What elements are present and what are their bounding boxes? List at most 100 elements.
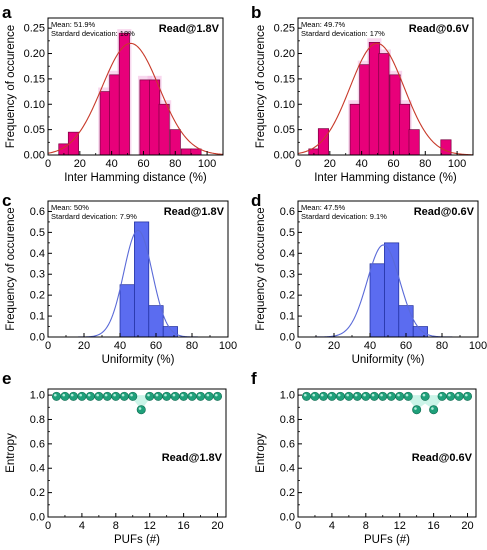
- data-point-shine: [198, 393, 201, 397]
- y-tick-label: 0.4: [30, 463, 45, 475]
- stats-text: Mean: 50%: [51, 203, 89, 212]
- stats-text: Mean: 47.5%: [301, 203, 346, 212]
- data-point: [386, 391, 396, 401]
- data-point: [344, 391, 354, 401]
- data-point: [60, 391, 70, 401]
- y-tick-label: 0.1: [280, 311, 295, 323]
- fit-curve: [48, 42, 223, 155]
- data-point-shine: [388, 393, 392, 397]
- histogram-bar: [412, 326, 428, 337]
- plot-area: [298, 242, 478, 337]
- y-axis-label: Frequency of occurence: [255, 207, 267, 330]
- data-point: [51, 391, 61, 401]
- x-tick-label: 60: [137, 158, 149, 170]
- panel-a: a Mean: 51.9%Stardard devication: 18% Read…: [2, 3, 224, 184]
- panel-letter: e: [2, 369, 11, 388]
- x-tick-label: 80: [419, 158, 431, 170]
- data-point: [170, 391, 180, 401]
- plot-area: [51, 391, 223, 415]
- data-point-shine: [439, 393, 443, 397]
- y-tick-label: 0.20: [274, 48, 295, 60]
- panel-c: c Mean: 50%Stardard devication: 7.9% Read@…: [2, 191, 237, 366]
- data-point-shine: [363, 393, 366, 397]
- axes-frame: [297, 388, 477, 518]
- panel-f: f Read@0.6V 0 4 8 12 16 20 0.0 0.2 0.4 0.6 0.8 1.0 PUF…: [251, 369, 477, 546]
- x-tick-label: 40: [114, 340, 126, 352]
- stats-text: Stardard devication: 9.1%: [301, 212, 387, 221]
- y-tick-label: 1.0: [280, 390, 295, 402]
- y-axis-label: Frequency of occurence: [5, 25, 17, 148]
- data-point-shine: [346, 393, 349, 397]
- y-tick-label: 0.2: [280, 487, 295, 499]
- data-point-shine: [147, 393, 150, 397]
- voltage-label: Read@1.8V: [162, 452, 223, 464]
- panel-letter: c: [2, 191, 11, 210]
- x-tick-label: 20: [74, 158, 86, 170]
- data-point: [463, 391, 473, 401]
- x-tick-label: 8: [363, 520, 369, 532]
- data-point-shine: [320, 393, 324, 397]
- x-tick-label: 12: [394, 520, 406, 532]
- data-point-shine: [405, 393, 409, 397]
- histogram-bar: [440, 139, 452, 155]
- data-point: [102, 391, 112, 401]
- histogram-bar: [398, 305, 414, 337]
- voltage-label: Read@0.6V: [414, 206, 475, 218]
- x-tick-label: 4: [329, 520, 335, 532]
- histogram-bar: [149, 79, 161, 155]
- panel-letter: f: [251, 369, 257, 388]
- y-axis-label: Frequency of occurence: [255, 25, 267, 148]
- x-tick-label: 20: [328, 340, 340, 352]
- x-tick-label: 20: [78, 340, 90, 352]
- y-tick-label: 0.2: [280, 290, 295, 302]
- stats-text: Mean: 51.9%: [51, 20, 96, 29]
- data-point-shine: [448, 393, 451, 397]
- data-point: [179, 391, 189, 401]
- y-tick-label: 0.0: [280, 332, 295, 344]
- y-tick-label: 1.0: [30, 390, 45, 402]
- histogram-bar: [180, 148, 192, 155]
- data-point-shine: [380, 393, 383, 397]
- panel-e: e Read@1.8V 0 4 8 12 16 20 0.0 0.2 0.4 0.6 0.8 1.0 PUF…: [2, 369, 227, 546]
- data-point: [318, 391, 328, 401]
- axes-frame: [47, 388, 227, 518]
- panel-b: b Mean: 49.7%Stardard devication: 17% Read…: [251, 3, 474, 184]
- y-tick-label: 0.6: [30, 438, 45, 450]
- y-tick-label: 0.6: [280, 206, 295, 218]
- y-tick-label: 0.6: [30, 206, 45, 218]
- voltage-label: Read@0.6V: [409, 23, 470, 35]
- data-point: [437, 391, 447, 401]
- y-tick-label: 0.3: [280, 269, 295, 281]
- x-tick-label: 16: [177, 520, 189, 532]
- data-point: [77, 391, 87, 401]
- y-axis-label: Frequency of occurence: [5, 207, 17, 330]
- data-point: [162, 391, 172, 401]
- stats-text: Mean: 49.7%: [301, 20, 346, 29]
- stats-text: Stardard devication: 18%: [51, 29, 135, 38]
- y-tick-label: 0.2: [30, 290, 45, 302]
- x-axis-label: Inter Hamming distance (%): [314, 172, 457, 184]
- y-tick-label: 0.15: [274, 73, 295, 85]
- data-point: [361, 391, 371, 401]
- x-tick-label: 60: [150, 340, 162, 352]
- data-point-shine: [62, 393, 66, 397]
- data-point: [352, 391, 362, 401]
- y-tick-label: 0.2: [30, 487, 45, 499]
- x-tick-label: 60: [400, 340, 412, 352]
- data-point: [94, 391, 104, 401]
- histogram-bar: [162, 326, 178, 337]
- data-point: [85, 391, 95, 401]
- data-point-shine: [172, 393, 176, 397]
- x-tick-label: 60: [387, 158, 399, 170]
- data-point: [204, 391, 214, 401]
- y-tick-label: 0.10: [24, 99, 45, 111]
- data-point-shine: [70, 393, 74, 397]
- y-tick-label: 0.3: [30, 269, 45, 281]
- data-point: [111, 391, 121, 401]
- x-tick-label: 80: [186, 340, 198, 352]
- histogram-bar: [134, 221, 150, 337]
- data-point-shine: [121, 393, 125, 397]
- data-point-shine: [113, 393, 116, 397]
- data-point: [187, 391, 197, 401]
